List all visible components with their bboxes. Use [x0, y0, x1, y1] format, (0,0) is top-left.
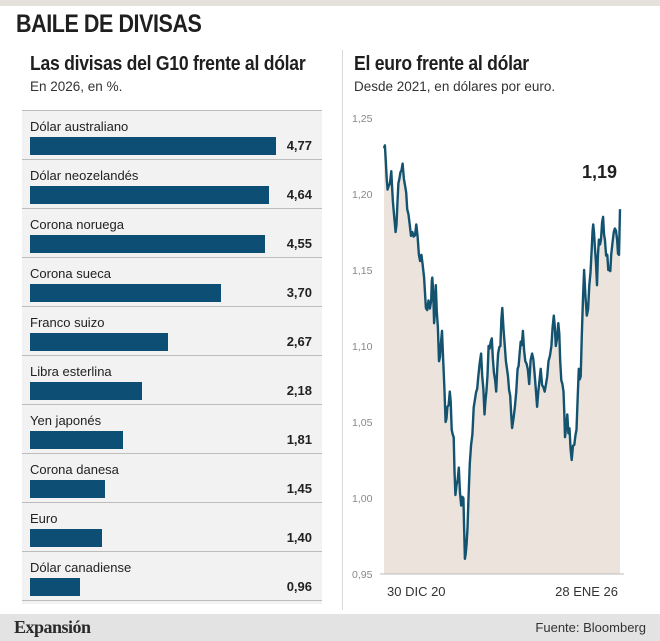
bar — [30, 382, 143, 400]
expansion-logo: Expansión — [14, 617, 91, 637]
bar-chart: Dólar australiano 4,77 Dólar neozelandés 4,… — [22, 110, 322, 604]
bar-row: Dólar neozelandés 4,64 — [22, 160, 322, 209]
footer: Expansión Fuente: Bloomberg — [0, 614, 660, 641]
y-tick-label: 1,00 — [352, 493, 373, 505]
bar — [30, 284, 221, 302]
y-tick-label: 1,05 — [352, 417, 373, 429]
top-band — [0, 0, 660, 6]
bar-row: Euro 1,40 — [22, 503, 322, 552]
bar-category-label: Dólar australiano — [30, 119, 129, 134]
bar — [30, 137, 276, 155]
bar-category-label: Corona sueca — [30, 266, 111, 281]
y-tick-label: 1,25 — [352, 113, 373, 125]
area-fill — [384, 145, 620, 574]
bar-value-label: 4,55 — [286, 236, 312, 251]
bar — [30, 235, 265, 253]
line-chart-title: El euro frente al dólar — [354, 53, 529, 75]
bar-chart-title: Las divisas del G10 frente al dólar — [30, 53, 306, 75]
euro-dollar-line-chart: 1,25 1,20 1,15 1,10 1,05 1,00 0,95 30 DIC 20 28 … — [352, 113, 624, 599]
bar-value-label: 3,70 — [286, 285, 312, 300]
y-tick-label: 1,15 — [352, 265, 373, 277]
series-line — [382, 144, 622, 560]
bar-value-label: 2,18 — [286, 383, 312, 398]
bar — [30, 480, 105, 498]
bar-row: Corona danesa 1,45 — [22, 454, 322, 503]
bar-value-label: 0,96 — [286, 579, 312, 594]
bar-category-label: Euro — [30, 511, 58, 526]
bar-value-label: 4,64 — [286, 187, 312, 202]
bar-category-label: Dólar neozelandés — [30, 168, 139, 183]
bar-value-label: 2,67 — [286, 334, 312, 349]
bar-category-label: Corona noruega — [30, 217, 124, 232]
bar-value-label: 4,77 — [286, 138, 312, 153]
bar-row: Yen japonés 1,81 — [22, 405, 322, 454]
bar — [30, 529, 103, 547]
bar-row: Corona noruega 4,55 — [22, 209, 322, 258]
bar-category-label: Yen japonés — [30, 413, 102, 428]
line-chart-subtitle: Desde 2021, en dólares por euro. — [354, 79, 556, 94]
bar-row: Dólar canadiense 0,96 — [22, 552, 322, 601]
y-tick-label: 1,10 — [352, 341, 373, 353]
page-title: BAILE DE DIVISAS — [16, 10, 202, 38]
y-tick-label: 0,95 — [352, 569, 373, 581]
bar-category-label: Libra esterlina — [30, 364, 112, 379]
bar-chart-subtitle: En 2026, en %. — [30, 79, 123, 94]
bar-category-label: Corona danesa — [30, 462, 119, 477]
bar-category-label: Dólar canadiense — [30, 560, 132, 575]
x-tick-label: 28 ENE 26 — [555, 584, 618, 599]
bar-row: Corona sueca 3,70 — [22, 258, 322, 307]
bar-row: Dólar australiano 4,77 — [22, 111, 322, 160]
panel-divider — [342, 50, 343, 610]
bar — [30, 431, 124, 449]
bar — [30, 186, 270, 204]
bar-category-label: Franco suizo — [30, 315, 105, 330]
bar — [30, 578, 80, 596]
bar-value-label: 1,81 — [286, 432, 312, 447]
bar-row: Libra esterlina 2,18 — [22, 356, 322, 405]
bar-row: Franco suizo 2,67 — [22, 307, 322, 356]
x-tick-label: 30 DIC 20 — [387, 584, 446, 599]
bar — [30, 333, 168, 351]
bar-value-label: 1,40 — [286, 530, 312, 545]
source-note: Fuente: Bloomberg — [535, 620, 646, 635]
end-value-label: 1,19 — [582, 162, 617, 182]
y-tick-label: 1,20 — [352, 189, 373, 201]
bar-value-label: 1,45 — [286, 481, 312, 496]
